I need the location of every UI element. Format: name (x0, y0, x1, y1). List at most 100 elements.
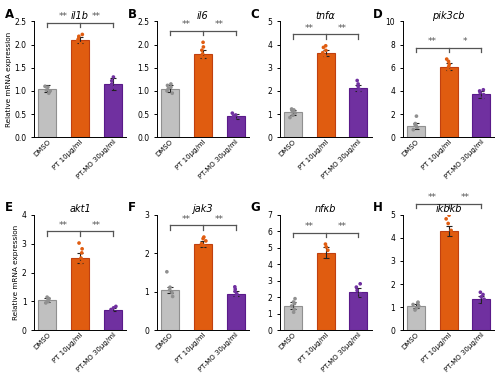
Text: A: A (4, 8, 14, 20)
Point (320, 252, 328, 258)
Text: D: D (374, 8, 383, 20)
Text: B: B (128, 8, 136, 20)
Bar (316, 253, 334, 330)
Bar (161, 290, 179, 330)
Point (444, 64, 452, 70)
Point (355, 88, 363, 94)
Point (199, 39, 207, 45)
Point (412, 113, 420, 119)
Point (231, 286, 239, 292)
Point (412, 121, 420, 127)
Point (411, 121, 419, 127)
Point (78, 31, 86, 38)
Point (164, 82, 172, 88)
Text: **: ** (214, 215, 224, 224)
Point (168, 293, 176, 299)
Text: **: ** (305, 24, 314, 33)
Point (353, 287, 361, 293)
Bar (350, 88, 368, 137)
Title: jak3: jak3 (192, 204, 213, 214)
Point (110, 84, 118, 90)
Point (231, 284, 239, 290)
Point (446, 70, 454, 77)
Point (199, 55, 207, 61)
Point (355, 86, 363, 92)
Title: tnfα: tnfα (316, 11, 336, 21)
Point (477, 294, 485, 300)
Point (112, 303, 120, 309)
Point (110, 305, 118, 311)
Bar (284, 112, 302, 137)
Bar (226, 294, 244, 330)
Title: nfκb: nfκb (315, 204, 336, 214)
Bar (71, 40, 89, 137)
Point (480, 296, 488, 302)
Point (352, 299, 360, 305)
Point (290, 107, 298, 113)
Point (106, 88, 114, 94)
Point (78, 250, 86, 256)
Point (44, 298, 52, 304)
Bar (194, 54, 212, 137)
Point (318, 50, 326, 56)
Point (108, 81, 116, 87)
Point (479, 291, 487, 298)
Point (447, 227, 455, 233)
Point (232, 293, 240, 299)
Point (442, 216, 450, 222)
Title: il1b: il1b (71, 11, 89, 21)
Text: *: * (462, 37, 467, 46)
Text: G: G (250, 201, 260, 214)
Point (168, 90, 176, 96)
Point (414, 299, 422, 305)
Point (286, 114, 294, 121)
Point (233, 291, 241, 297)
Point (228, 110, 236, 116)
Title: pik3cb: pik3cb (432, 11, 465, 21)
Text: **: ** (338, 24, 346, 33)
Point (44, 84, 52, 90)
Point (107, 307, 115, 313)
Title: ikbkb: ikbkb (436, 204, 462, 214)
Point (74, 36, 82, 42)
Point (233, 297, 241, 303)
Point (199, 236, 207, 242)
Bar (38, 89, 56, 137)
Point (413, 124, 421, 130)
Point (198, 47, 206, 53)
Point (356, 281, 364, 287)
Bar (194, 244, 212, 330)
Point (446, 61, 454, 67)
Bar (472, 94, 490, 137)
Point (322, 43, 330, 49)
Bar (316, 53, 334, 137)
Point (447, 242, 455, 248)
Y-axis label: Relative mRNA expression: Relative mRNA expression (13, 225, 19, 320)
Bar (104, 84, 122, 137)
Point (352, 294, 360, 301)
Point (320, 44, 328, 50)
Point (231, 288, 239, 294)
Point (200, 234, 208, 240)
Point (322, 58, 330, 64)
Text: **: ** (428, 193, 436, 202)
Point (198, 51, 206, 57)
Point (42, 300, 50, 306)
Bar (350, 292, 368, 330)
Point (76, 41, 84, 47)
Point (77, 259, 85, 265)
Bar (226, 116, 244, 137)
Point (353, 77, 361, 83)
Point (74, 44, 82, 50)
Point (167, 84, 175, 90)
Text: **: ** (59, 221, 68, 230)
Point (78, 246, 86, 252)
Text: **: ** (214, 20, 224, 29)
Point (409, 301, 417, 307)
Text: **: ** (305, 222, 314, 231)
Point (320, 258, 328, 264)
Point (354, 83, 362, 89)
Bar (440, 67, 458, 137)
Point (410, 127, 418, 133)
Point (232, 112, 239, 118)
